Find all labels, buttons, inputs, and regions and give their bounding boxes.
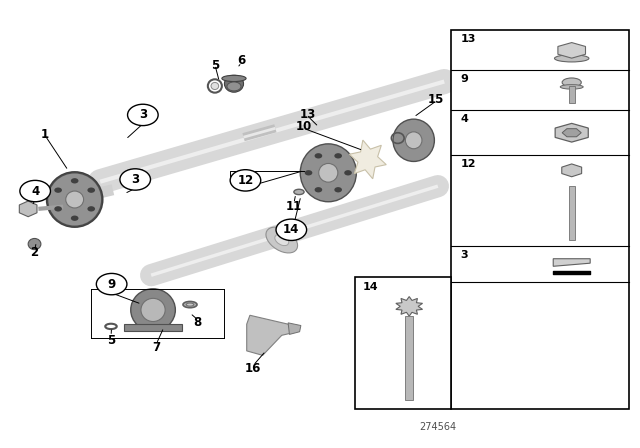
Ellipse shape [28,238,41,250]
Text: 13: 13 [300,108,316,121]
Text: 7: 7 [152,341,160,354]
Ellipse shape [319,164,338,182]
Text: 9: 9 [460,74,468,84]
Circle shape [127,104,158,125]
Circle shape [315,187,322,193]
Circle shape [305,170,312,176]
Ellipse shape [560,85,583,89]
Ellipse shape [275,234,289,246]
Text: 3: 3 [139,108,147,121]
Text: 10: 10 [295,121,312,134]
Ellipse shape [47,173,102,226]
Text: 16: 16 [245,362,261,375]
Polygon shape [553,259,590,266]
Circle shape [88,188,95,193]
FancyBboxPatch shape [568,86,575,103]
Circle shape [334,187,342,193]
Circle shape [344,170,352,176]
Polygon shape [124,324,182,332]
Text: 12: 12 [237,174,253,187]
Ellipse shape [266,227,298,253]
Ellipse shape [186,303,194,306]
Text: 9: 9 [108,278,116,291]
Text: 13: 13 [460,34,476,44]
Circle shape [20,181,51,202]
Circle shape [88,206,95,211]
Polygon shape [349,140,387,179]
FancyBboxPatch shape [355,277,451,409]
Text: 5: 5 [107,334,115,347]
Text: 15: 15 [428,93,444,106]
Ellipse shape [141,298,165,322]
Text: 2: 2 [31,246,38,259]
Ellipse shape [227,82,241,91]
Circle shape [334,153,342,159]
Text: 4: 4 [460,114,468,124]
Polygon shape [562,164,582,177]
Ellipse shape [554,55,589,62]
Ellipse shape [405,132,422,149]
Ellipse shape [183,302,197,308]
Text: 5: 5 [211,60,219,73]
Polygon shape [396,297,422,316]
Circle shape [315,153,322,159]
Polygon shape [555,123,588,142]
FancyBboxPatch shape [405,316,413,400]
Text: 3: 3 [460,250,468,260]
Ellipse shape [225,75,244,92]
Polygon shape [288,323,301,334]
Ellipse shape [66,191,84,208]
Polygon shape [19,201,37,217]
Ellipse shape [562,78,581,87]
Text: 11: 11 [285,200,302,213]
Ellipse shape [393,119,435,161]
Circle shape [276,219,307,241]
Circle shape [71,215,79,221]
Ellipse shape [222,75,246,82]
Text: 14: 14 [363,282,378,292]
Circle shape [54,206,62,211]
Ellipse shape [300,144,356,202]
Polygon shape [246,315,291,355]
Ellipse shape [294,189,304,194]
Circle shape [54,188,62,193]
Text: 8: 8 [193,316,202,329]
Text: 3: 3 [131,173,140,186]
FancyBboxPatch shape [451,30,629,409]
Ellipse shape [211,82,219,90]
Text: 1: 1 [41,129,49,142]
FancyBboxPatch shape [568,186,575,240]
Circle shape [120,169,150,190]
Text: 14: 14 [283,223,300,236]
Circle shape [97,273,127,295]
Polygon shape [562,129,581,137]
Text: 274564: 274564 [419,422,456,431]
Text: 4: 4 [31,185,39,198]
Polygon shape [558,43,586,58]
Ellipse shape [131,289,175,331]
Text: 12: 12 [460,159,476,168]
Circle shape [71,178,79,184]
Text: 6: 6 [237,54,246,67]
Circle shape [230,170,260,191]
